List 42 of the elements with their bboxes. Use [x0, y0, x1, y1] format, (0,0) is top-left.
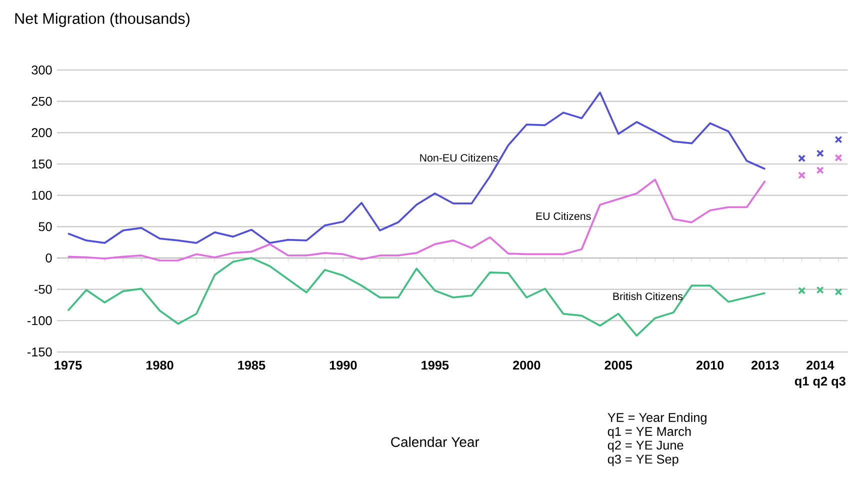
text: q1 = YE March [608, 426, 691, 439]
x-tick-label: 1980 [146, 360, 174, 370]
series-label: Non-EU Citizens [420, 154, 498, 162]
x-tick-label: q1 [794, 376, 809, 388]
x-tick-label: q2 [813, 376, 828, 388]
y-tick-label: -150 [28, 348, 52, 356]
y-tick-label: 300 [32, 66, 52, 74]
y-tick-label: 200 [32, 128, 52, 138]
x-tick-label: 2005 [604, 360, 632, 370]
text: 2014 [806, 360, 834, 370]
point [834, 136, 842, 144]
x-tick-label: 2010 [696, 360, 724, 370]
x-tick-label: 1975 [54, 360, 82, 370]
y-tick-label: 0 [46, 254, 52, 262]
y-tick-label: 150 [32, 160, 52, 168]
point [798, 286, 806, 294]
point [798, 172, 806, 180]
x-tick-label: 2000 [512, 360, 540, 370]
y-tick-label: 100 [32, 190, 52, 200]
text: YE = Year Ending [608, 412, 706, 425]
line-series [67, 92, 766, 244]
y-tick-label: -50 [34, 284, 52, 294]
y-tick-label: 50 [38, 222, 52, 232]
text: Calendar Year [391, 436, 480, 447]
x-tick-label: 1990 [330, 360, 357, 370]
y-tick-label: -100 [28, 316, 52, 326]
text: q3 = YE Sep [608, 454, 678, 466]
point [834, 154, 842, 162]
point [816, 150, 824, 158]
chart-title: Net Migration (thousands) [15, 12, 190, 27]
x-tick-label: 2013 [751, 360, 779, 370]
y-tick-label: 250 [32, 96, 52, 106]
series-label: EU Citizens [536, 212, 591, 220]
series-label: British Citizens [613, 292, 683, 300]
text: q2 = YE June [608, 440, 684, 452]
point [816, 286, 824, 294]
point [798, 154, 806, 162]
point [834, 288, 842, 296]
x-tick-label: 1985 [238, 360, 266, 370]
x-tick-label: 1995 [422, 360, 449, 370]
point [816, 166, 824, 174]
x-tick-label: q3 [832, 376, 846, 388]
